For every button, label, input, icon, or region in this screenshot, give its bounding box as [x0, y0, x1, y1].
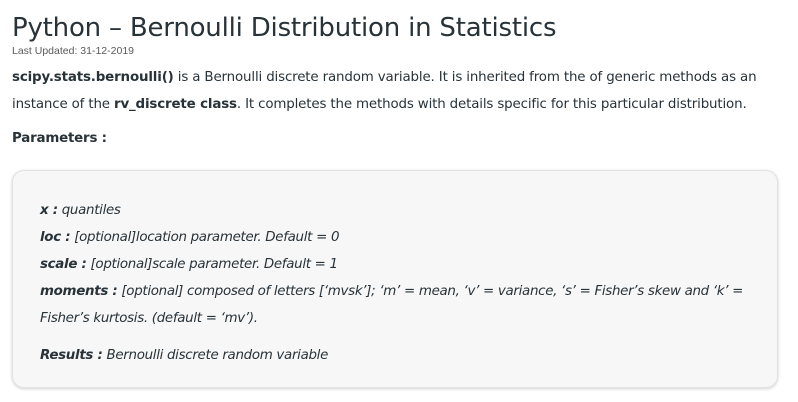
param-name: moments : — [40, 284, 118, 299]
param-name: scale : — [40, 257, 87, 272]
param-name: x : — [40, 203, 58, 218]
function-name: scipy.stats.bernoulli() — [12, 70, 174, 85]
param-scale: scale : [optional]scale parameter. Defau… — [40, 251, 751, 278]
last-updated-date: Last Updated: 31-12-2019 — [12, 45, 135, 57]
results-name: Results : — [40, 348, 103, 363]
param-description: [optional]scale parameter. Default = 1 — [86, 257, 339, 272]
param-moments: moments : [optional] composed of letters… — [40, 278, 751, 332]
page-title: Python – Bernoulli Distribution in Stati… — [12, 13, 557, 43]
intro-text-1: is a Bernoulli discrete random variable.… — [12, 70, 757, 112]
intro-text-2: . It completes the methods with details … — [236, 97, 747, 112]
param-x: x : quantiles — [40, 197, 751, 224]
param-loc: loc : [optional]location parameter. Defa… — [40, 224, 751, 251]
intro-paragraph: scipy.stats.bernoulli() is a Bernoulli d… — [12, 64, 786, 118]
param-description: [optional]location parameter. Default = … — [70, 230, 340, 245]
parameters-heading: Parameters : — [12, 131, 107, 146]
article: Python – Bernoulli Distribution in Stati… — [12, 0, 786, 388]
param-description: [optional] composed of letters [‘mvsk’];… — [40, 284, 744, 326]
results-description: Bernoulli discrete random variable — [102, 348, 329, 363]
param-name: loc : — [40, 230, 71, 245]
class-name: rv_discrete class — [113, 97, 237, 112]
param-description: quantiles — [57, 203, 121, 218]
results-line: Results : Bernoulli discrete random vari… — [40, 342, 751, 369]
parameters-box: x : quantiles loc : [optional]location p… — [12, 170, 778, 388]
